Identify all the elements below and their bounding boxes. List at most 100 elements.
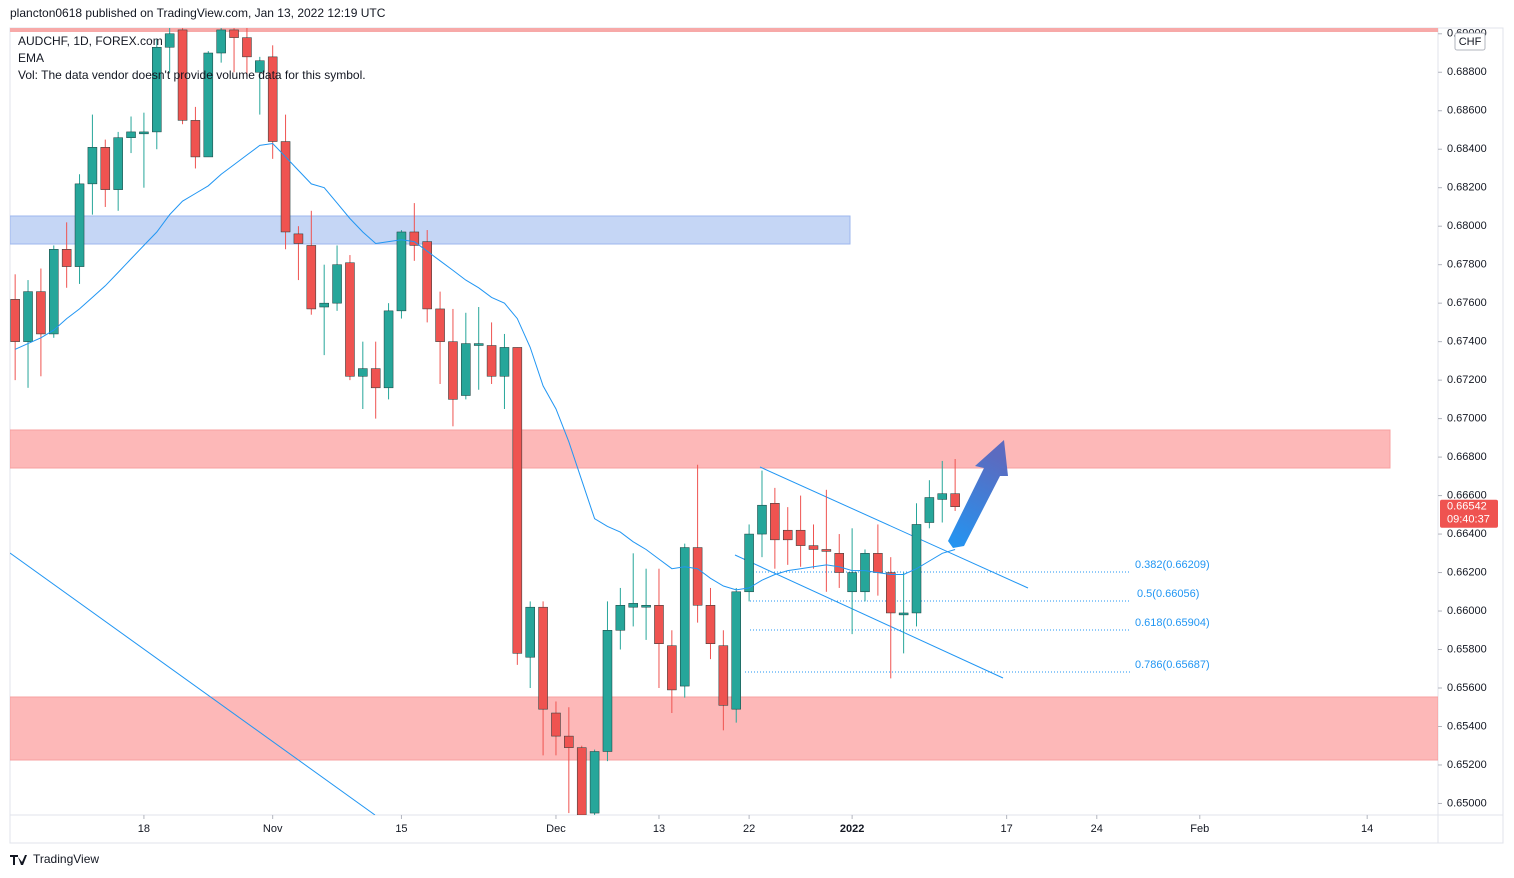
x-tick-label: 14 (1361, 823, 1373, 835)
y-tick-label: 0.67200 (1447, 374, 1487, 386)
channel-upper (759, 466, 1029, 589)
drawings (10, 28, 1438, 815)
axis-layer: 0.65000 0.65200 0.65400 0.65600 0.65800 0.660… (138, 28, 1498, 835)
support-zone (10, 696, 1438, 761)
y-tick-label: 0.67800 (1447, 259, 1487, 271)
fib-label: 0.5(0.66056) (1137, 588, 1199, 600)
candle-body (950, 493, 960, 507)
candle-body (564, 735, 574, 748)
x-tick-label: Feb (1190, 823, 1209, 835)
fib-label: 0.786(0.65687) (1135, 659, 1210, 671)
candle-body (370, 368, 381, 389)
candle-body (924, 497, 935, 523)
candle-body (525, 606, 535, 658)
candle-body (860, 553, 870, 593)
x-tick-label: 13 (653, 823, 665, 835)
y-tick-label: 0.68600 (1447, 105, 1487, 117)
y-tick-label: 0.66000 (1447, 605, 1487, 617)
countdown-label: 09:40:37 (1447, 514, 1490, 526)
y-tick-label: 0.65600 (1447, 682, 1487, 694)
candle-body (216, 29, 226, 54)
brand-logo (10, 855, 27, 865)
candle-body (87, 147, 98, 185)
candle-body (61, 249, 72, 267)
y-tick-label: 0.68800 (1447, 66, 1487, 78)
candle-body (36, 291, 46, 335)
x-tick-label: 22 (743, 823, 755, 835)
candle-body (49, 249, 59, 335)
series-layer (10, 28, 960, 815)
currency-label: CHF (1459, 36, 1482, 48)
y-tick-label: 0.68000 (1447, 220, 1487, 232)
channel-lower (734, 554, 1004, 679)
brand-name: TradingView (33, 852, 99, 866)
fib-label: 0.382(0.66209) (1135, 559, 1210, 571)
x-tick-label: 18 (138, 823, 150, 835)
candle-body (139, 131, 149, 135)
candle-body (795, 529, 806, 546)
resistance-zone-top (10, 28, 1438, 32)
y-tick-label: 0.65000 (1447, 797, 1487, 809)
y-tick-label: 0.68200 (1447, 182, 1487, 194)
candle-body (255, 60, 265, 73)
blue-zone (10, 215, 851, 245)
y-tick-label: 0.67600 (1447, 297, 1487, 309)
candle-body (358, 368, 368, 377)
candle-body (873, 553, 883, 573)
candle-body (628, 603, 638, 608)
candle-body (448, 341, 458, 400)
candle-body (242, 37, 252, 58)
candle-body (113, 137, 123, 190)
candle-body (551, 712, 561, 737)
candle-body (280, 141, 291, 233)
candle-body (293, 233, 304, 244)
candle-body (422, 241, 432, 310)
candle-body (306, 245, 317, 310)
candle-body (808, 545, 819, 550)
y-tick-label: 0.66600 (1447, 489, 1487, 501)
resistance-zone (10, 429, 1391, 469)
symbol-title: AUDCHF, 1D, FOREX.com (18, 34, 163, 48)
candle-body (152, 46, 162, 133)
y-tick-label: 0.67000 (1447, 413, 1487, 425)
candle-body (718, 645, 729, 706)
candle-body (731, 591, 741, 710)
candle-body (667, 645, 677, 691)
y-tick-label: 0.66200 (1447, 566, 1487, 578)
candle-body (164, 33, 175, 48)
x-tick-label: 24 (1091, 823, 1103, 835)
candle-body (757, 504, 767, 535)
candle-body (177, 29, 188, 121)
y-tick-label: 0.67400 (1447, 336, 1487, 348)
y-tick-label: 0.66800 (1447, 451, 1487, 463)
currency-box (1454, 32, 1486, 51)
candle-body (319, 302, 329, 308)
candle-body (332, 264, 342, 304)
candle-body (126, 131, 136, 138)
candle-body (267, 56, 278, 142)
candle-body (345, 262, 355, 377)
candle-body (100, 147, 111, 190)
candle-body (821, 549, 832, 552)
candle-body (744, 533, 754, 593)
candle-body (602, 630, 613, 752)
candle-body (589, 751, 600, 814)
candle-body (190, 120, 201, 158)
candle-body (615, 605, 626, 631)
x-tick-label: 15 (395, 823, 407, 835)
volume-note: Vol: The data vendor doesn't provide vol… (18, 68, 366, 82)
candle-body (782, 529, 793, 541)
candle-body (705, 605, 716, 644)
fib-label: 0.618(0.65904) (1135, 617, 1210, 629)
trend-line (10, 552, 376, 815)
candle-body (847, 572, 857, 593)
candle-body (898, 612, 909, 616)
candle-body (74, 183, 85, 267)
candle-body (499, 347, 510, 377)
candle-body (770, 503, 780, 541)
candle-body (486, 345, 497, 377)
legend-ema: EMA (18, 51, 44, 65)
candle-body (23, 291, 33, 342)
y-tick-label: 0.65400 (1447, 720, 1487, 732)
